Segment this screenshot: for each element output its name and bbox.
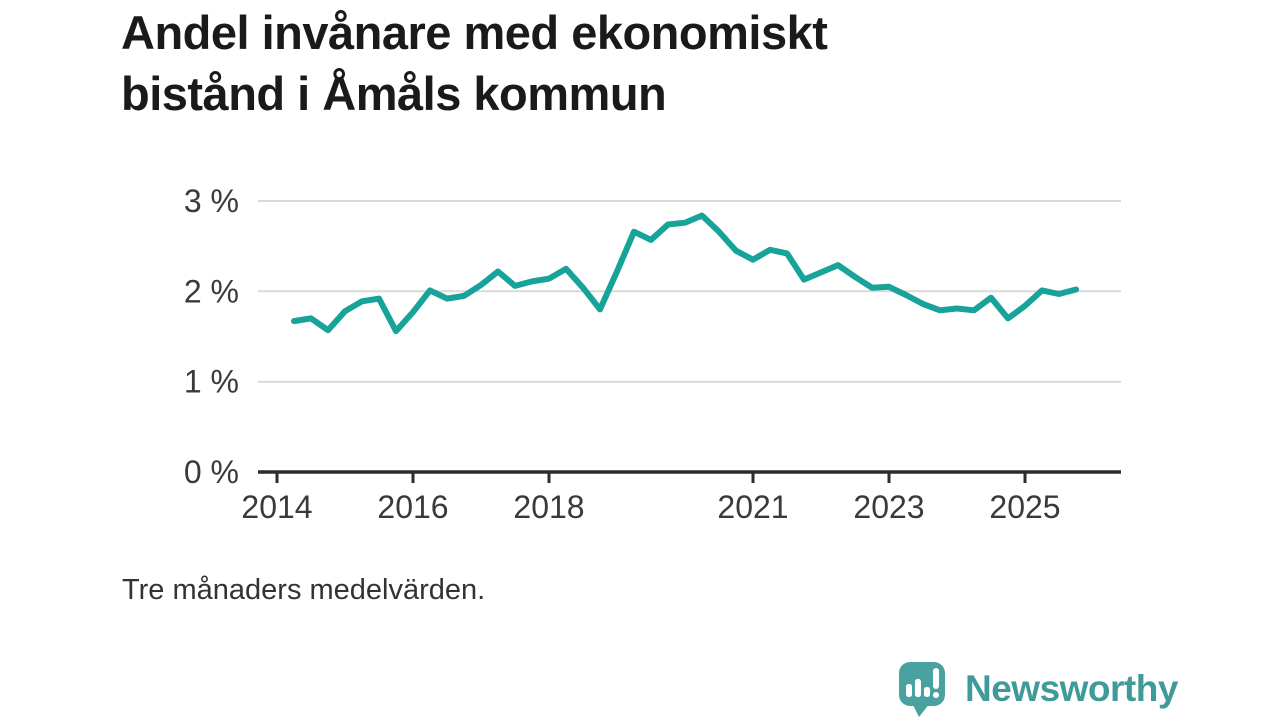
- y-tick-label: 0 %: [184, 454, 239, 490]
- newsworthy-logo: Newsworthy: [897, 660, 1178, 718]
- y-axis-labels: 0 % 1 % 2 % 3 %: [184, 183, 239, 490]
- brand-wordmark: Newsworthy: [965, 668, 1178, 709]
- x-tick-label: 2025: [989, 489, 1060, 525]
- x-axis-ticks: 2014 2016 2018 2021 2023 2025: [241, 472, 1061, 525]
- chart-footnote: Tre månaders medelvärden.: [122, 574, 486, 606]
- y-tick-label: 1 %: [184, 364, 239, 400]
- y-tick-label: 3 %: [184, 183, 239, 219]
- series-line: [291, 212, 1079, 335]
- x-tick-label: 2014: [241, 489, 312, 525]
- x-tick-label: 2023: [853, 489, 924, 525]
- page-title: Andel invånare med ekonomiskt bistånd i …: [121, 2, 828, 124]
- title-line-1: Andel invånare med ekonomiskt: [121, 6, 828, 59]
- gridlines: [258, 200, 1121, 383]
- speech-bubble-bar-chart-icon: [899, 662, 945, 717]
- y-tick-label: 2 %: [184, 273, 239, 309]
- x-tick-label: 2018: [513, 489, 584, 525]
- x-tick-label: 2016: [377, 489, 448, 525]
- title-line-2: bistånd i Åmåls kommun: [121, 67, 667, 120]
- x-tick-label: 2021: [717, 489, 788, 525]
